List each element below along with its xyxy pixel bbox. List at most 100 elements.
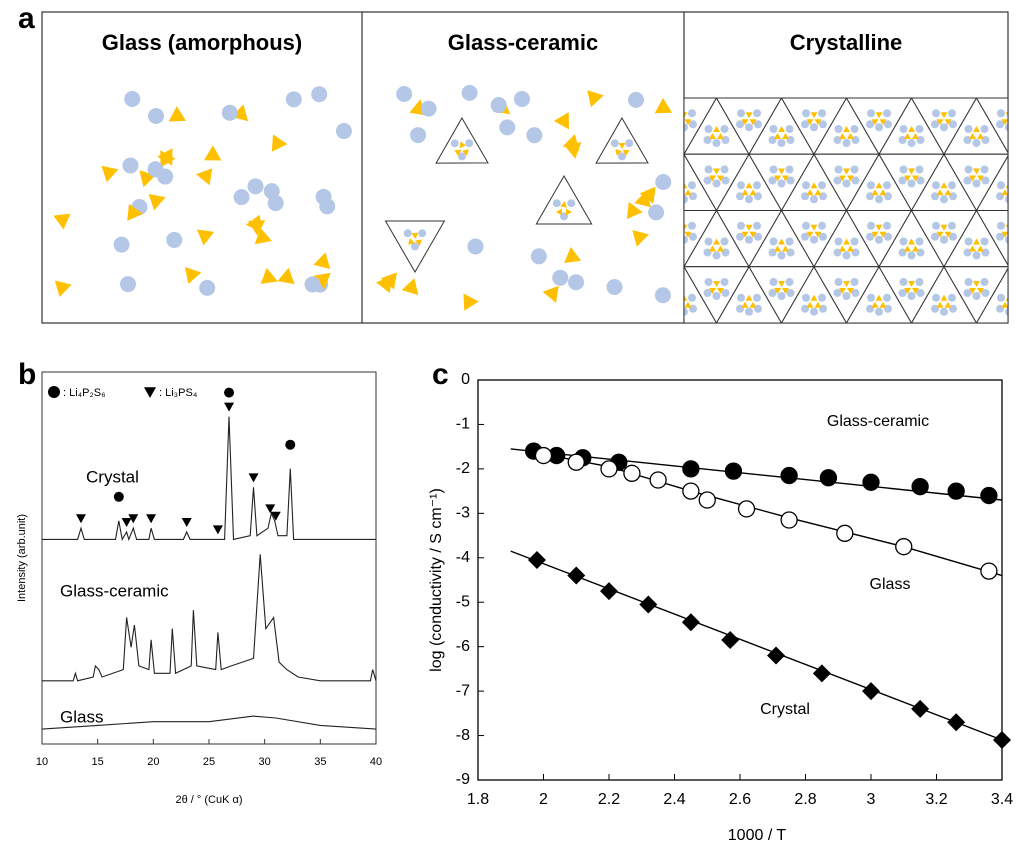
ion-circle [900,125,908,133]
ion-circle [639,177,647,185]
ion-circle [875,195,883,203]
x-tick-label: 30 [259,756,271,768]
x-axis-label: 2θ / ° (CuK α) [176,794,243,806]
ion-circle [404,229,412,237]
ion-circle [745,195,753,203]
legend-label: : Li₄P₂S₆ [63,387,106,399]
ion-triangle [655,98,672,113]
ion-circle [148,161,164,177]
ion-triangle [563,134,580,151]
y-tick-label: -7 [456,682,470,699]
fit-line [511,551,1002,740]
ion-triangle [196,168,212,185]
peak-marker [76,514,86,523]
data-point [528,551,546,569]
ion-circle [786,166,794,174]
ion-circle [835,125,843,133]
ion-circle [818,109,826,117]
ion-circle [940,308,948,316]
ion-circle [965,166,973,174]
ion-circle [1014,305,1019,313]
ion-circle [973,139,981,147]
data-point [739,501,755,517]
ion-circle [672,181,680,189]
ion-circle [843,252,851,260]
panel-title: Glass (amorphous) [102,30,302,55]
ion-circle [1013,109,1019,117]
data-point [568,454,584,470]
data-point [896,539,912,555]
x-tick-label: 35 [314,756,326,768]
ion-circle [567,199,575,207]
ion-circle [531,248,547,264]
ion-circle [810,195,818,203]
ion-circle [981,278,989,286]
series-label: Crystal [86,467,139,486]
x-tick-label: 2.6 [729,791,751,808]
ion-circle [656,278,664,286]
ion-circle [491,97,507,113]
ion-circle [786,125,794,133]
ion-circle [396,86,412,102]
x-tick-label: 10 [36,756,48,768]
ion-circle [867,109,875,117]
ion-circle [688,181,696,189]
ion-triangle [648,281,655,287]
ion-circle [689,120,697,128]
ion-circle [465,139,473,147]
x-tick-label: 2 [539,791,548,808]
ion-circle [316,189,332,205]
series-label: Glass [60,707,103,726]
data-point [911,700,929,718]
ion-circle [818,181,826,189]
ion-circle [1005,123,1013,131]
lattice-cell [1009,98,1019,154]
ion-circle [688,294,696,302]
ion-circle [867,294,875,302]
ion-circle [671,192,679,200]
ion-circle [421,101,437,117]
ion-circle [264,183,280,199]
data-point [567,567,585,585]
ion-triangle [677,302,684,308]
ion-triangle [644,176,651,182]
ion-circle [688,222,696,230]
figure: a Glass (amorphous) Glass-ceramic Crysta… [0,0,1019,849]
ion-triangle [1010,189,1017,195]
ion-circle [867,181,875,189]
ion-circle [802,181,810,189]
ion-circle [884,233,892,241]
ion-circle [819,233,827,241]
ion-circle [843,180,851,188]
ion-triangle [543,286,559,303]
ion-circle [810,236,818,244]
data-point [683,483,699,499]
ion-circle [883,294,891,302]
data-point [600,582,618,600]
ion-triangle [169,106,186,121]
data-point [981,563,997,579]
lattice [619,98,1019,323]
data-point [639,595,657,613]
ion-circle [689,233,697,241]
ion-circle [655,174,671,190]
ion-circle [770,278,778,286]
data-point [699,492,715,508]
ion-circle [526,127,542,143]
ion-triangle [149,194,166,210]
ion-circle [114,237,130,253]
ion-circle [948,109,956,117]
ion-circle [973,292,981,300]
ion-circle [908,252,916,260]
ion-circle [122,157,138,173]
data-point [781,468,797,484]
data-point [767,647,785,665]
x-tick-label: 25 [203,756,215,768]
xrd-line [42,554,376,681]
data-point [536,448,552,464]
ion-circle [745,308,753,316]
ion-circle [949,233,957,241]
peak-marker [182,518,192,527]
ion-circle [916,125,924,133]
ion-circle [1014,233,1019,241]
